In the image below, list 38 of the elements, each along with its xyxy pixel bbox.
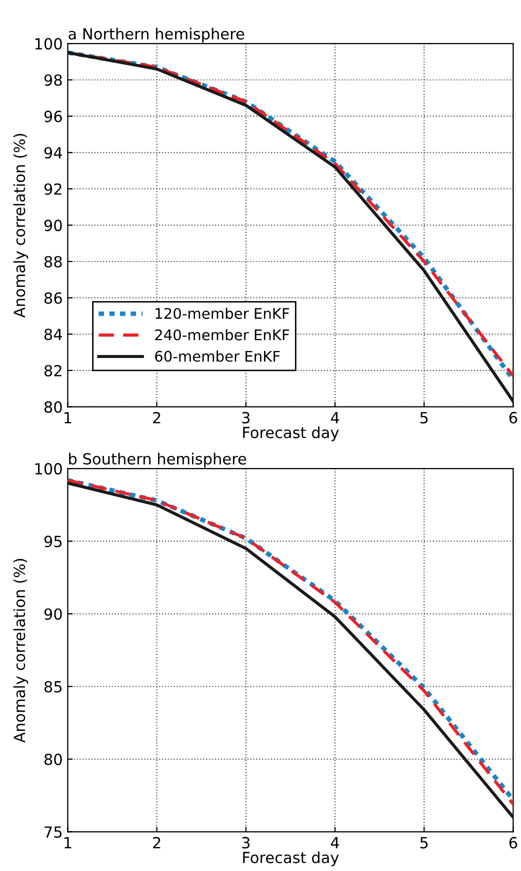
y-tick-label: 96 [44,110,62,122]
x-tick-label: 1 [64,412,72,424]
y-tick-label: 88 [44,256,62,268]
y-tick-label: 80 [44,401,62,413]
x-tick-label: 2 [153,412,160,424]
x-tick-label: 2 [153,836,160,848]
legend-label: 60-member EnKF [155,350,280,362]
x-tick-label: 1 [64,837,72,848]
chart-title: a Northern hemisphere [68,28,244,43]
y-tick-label: 100 [35,463,62,475]
legend-label: 120-member EnKF [156,308,289,319]
y-tick-label: 82 [44,364,62,376]
y-tick-label: 80 [44,754,62,766]
x-tick-label: 6 [509,836,518,848]
x-axis-title: Forecast day [243,426,339,442]
y-tick-label: 98 [44,74,62,86]
x-axis-title: Forecast day [243,851,339,866]
x-tick-label: 5 [420,837,428,848]
y-tick-label: 100 [35,38,62,50]
y-tick-label: 92 [44,183,62,195]
x-tick-label: 5 [420,412,428,424]
x-tick-label: 3 [242,836,250,848]
y-axis-title: Anomaly correlation (%) [13,558,28,743]
legend-label: 240-member EnKF [155,329,289,340]
y-axis-title: Anomaly correlation (%) [13,134,28,318]
x-tick-label: 4 [330,412,340,424]
x-tick-label: 6 [509,412,518,424]
y-tick-label: 90 [44,220,62,232]
y-tick-label: 90 [44,608,62,620]
chart-title: b Southern hemisphere [69,452,246,468]
x-tick-label: 4 [330,837,340,848]
y-tick-label: 86 [44,292,62,304]
x-tick-label: 3 [242,412,250,424]
y-tick-label: 84 [44,328,62,340]
y-tick-label: 95 [44,536,62,548]
y-tick-label: 85 [44,680,62,693]
y-tick-label: 75 [44,826,62,838]
y-tick-label: 94 [44,146,62,159]
